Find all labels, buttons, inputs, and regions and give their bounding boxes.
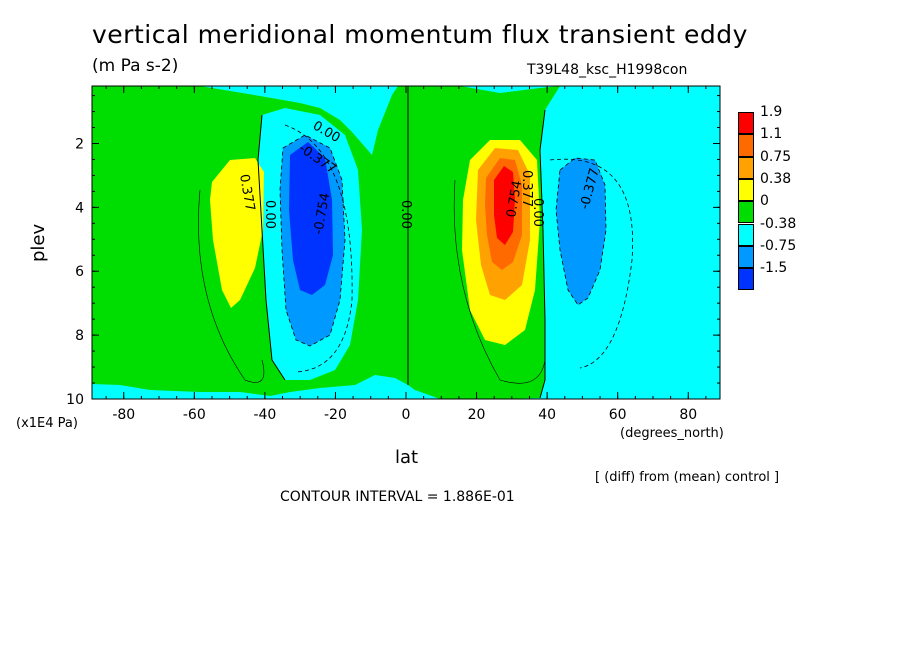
region-blue-strong-south bbox=[289, 142, 333, 295]
x-tick-label: 80 bbox=[679, 407, 697, 423]
x-tick-label: -80 bbox=[112, 407, 135, 423]
x-tick-label: 0 bbox=[402, 407, 411, 423]
legend-swatch bbox=[738, 245, 754, 269]
x-tick-label: 20 bbox=[468, 407, 486, 423]
contour-interval-label: CONTOUR INTERVAL = 1.886E-01 bbox=[280, 489, 515, 505]
run-id-label: T39L48_ksc_H1998con bbox=[527, 62, 688, 78]
y-tick-label: 6 bbox=[75, 264, 84, 280]
legend-label: -1.5 bbox=[760, 260, 788, 277]
contour-label: 0.00 bbox=[398, 200, 413, 229]
legend-swatch bbox=[738, 223, 754, 246]
legend-label: -0.75 bbox=[760, 237, 797, 254]
y-tick-label: 2 bbox=[75, 136, 84, 152]
chart-title: vertical meridional momentum flux transi… bbox=[92, 20, 748, 49]
contour-label: 0.00 bbox=[262, 200, 277, 229]
contour-label: 0.377 bbox=[236, 173, 257, 212]
contour-label: -0.754 bbox=[311, 192, 333, 236]
legend-swatch bbox=[738, 268, 754, 291]
x-tick-label: -40 bbox=[253, 407, 276, 423]
legend-swatch bbox=[738, 201, 754, 224]
legend-label: 0.38 bbox=[760, 170, 792, 187]
region-blue-mid-north bbox=[556, 158, 606, 305]
y-tick-label: 8 bbox=[75, 328, 84, 344]
y-tick-label: 10 bbox=[66, 392, 84, 408]
legend-swatch bbox=[738, 178, 754, 202]
legend-label: 1.1 bbox=[760, 126, 783, 143]
legend-label: 1.9 bbox=[760, 104, 783, 120]
legend-label: 0 bbox=[760, 193, 769, 210]
diff-note: [ (diff) from (mean) control ] bbox=[595, 470, 780, 485]
contour-label: 0.377 bbox=[519, 170, 534, 207]
contour-label: 0.00 bbox=[530, 198, 545, 227]
y-axis-label: plev bbox=[28, 223, 49, 262]
x-axis-unit: (degrees_north) bbox=[620, 426, 724, 441]
y-tick-label: 4 bbox=[75, 200, 84, 216]
x-axis-label: lat bbox=[395, 447, 419, 468]
legend-swatch bbox=[738, 134, 754, 157]
legend-swatch bbox=[738, 156, 754, 179]
legend-label: -0.38 bbox=[760, 215, 797, 232]
legend-label: 0.75 bbox=[760, 148, 792, 165]
x-tick-label: -60 bbox=[183, 407, 206, 423]
legend-swatch bbox=[738, 112, 754, 135]
region-yellow-south bbox=[210, 158, 264, 308]
contour-label: 0.754 bbox=[504, 179, 525, 218]
chart-units: (m Pa s-2) bbox=[92, 56, 179, 76]
x-tick-label: 40 bbox=[538, 407, 556, 423]
x-tick-label: -20 bbox=[324, 407, 347, 423]
region-red-north bbox=[494, 166, 515, 245]
y-axis-unit: (x1E4 Pa) bbox=[16, 416, 78, 431]
x-tick-label: 60 bbox=[609, 407, 627, 423]
